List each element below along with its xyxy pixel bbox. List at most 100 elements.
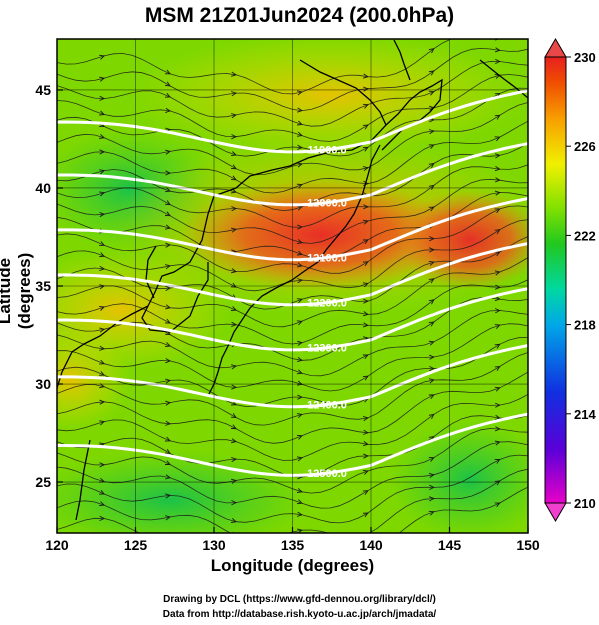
streamline-arrow bbox=[99, 462, 106, 468]
streamline-arrow bbox=[428, 260, 435, 266]
streamline-arrow bbox=[428, 413, 435, 420]
colorbar-tick-label: 226 bbox=[574, 139, 596, 154]
coast-asia-north bbox=[141, 59, 387, 333]
streamline-arrow bbox=[165, 449, 171, 454]
streamline-arrow bbox=[362, 322, 369, 328]
streamline-arrow bbox=[363, 298, 369, 304]
streamline-arrow bbox=[296, 499, 303, 505]
streamline-arrow bbox=[231, 113, 238, 119]
streamline-arrow bbox=[362, 124, 369, 130]
streamline-arrow bbox=[362, 219, 369, 225]
streamline-arrow bbox=[362, 470, 369, 475]
streamline-arrow bbox=[362, 311, 369, 317]
streamline-arrow bbox=[495, 58, 501, 65]
coast-ryukyu bbox=[207, 345, 229, 397]
streamline-arrow bbox=[296, 356, 303, 363]
coast-china-east bbox=[57, 305, 149, 389]
hot-core-west bbox=[180, 180, 460, 290]
credit-drawing: Drawing by DCL (https://www.gfd-dennou.o… bbox=[163, 594, 436, 605]
streamline-arrow bbox=[362, 146, 369, 152]
streamline-arrow bbox=[296, 250, 303, 256]
streamline-arrow bbox=[296, 162, 303, 168]
streamline-arrow bbox=[230, 268, 238, 274]
streamline-arrow bbox=[362, 441, 369, 447]
streamline-arrow bbox=[297, 278, 303, 284]
streamline-arrow bbox=[296, 183, 303, 189]
streamline-arrow bbox=[231, 321, 238, 328]
y-tick-label: 40 bbox=[35, 180, 51, 196]
streamline-arrow bbox=[494, 47, 501, 53]
streamline-arrow bbox=[494, 480, 501, 486]
streamline-arrow bbox=[165, 460, 171, 465]
streamline-arrow bbox=[296, 120, 303, 126]
streamline-arrow bbox=[494, 502, 501, 508]
streamline-arrow bbox=[165, 358, 172, 364]
streamline-arrow bbox=[494, 229, 501, 235]
streamline-arrow bbox=[165, 264, 172, 270]
streamline-arrow bbox=[362, 512, 369, 518]
streamline-arrow bbox=[230, 306, 237, 311]
coast-korea-west bbox=[145, 245, 157, 299]
streamline-arrow bbox=[99, 133, 106, 139]
streamline-arrow bbox=[165, 81, 171, 87]
streamline-arrow bbox=[230, 175, 237, 181]
streamline-arrow bbox=[428, 70, 435, 76]
streamline-arrow bbox=[428, 299, 435, 305]
streamline-arrow bbox=[165, 400, 172, 406]
streamline-arrow bbox=[494, 414, 501, 420]
streamline-arrow bbox=[494, 114, 501, 120]
streamline-arrow bbox=[428, 162, 435, 169]
streamline-arrow bbox=[429, 354, 435, 360]
streamline-arrow bbox=[99, 110, 106, 116]
map-plot-area: 11900.0 12000.0 12100.0 12200.0 12300.0 12400… bbox=[57, 39, 528, 533]
streamline-arrow bbox=[428, 48, 435, 54]
streamline-arrow bbox=[230, 424, 237, 430]
streamline-arrow bbox=[297, 107, 303, 113]
height-contour-label: 11900.0 bbox=[307, 145, 346, 157]
streamline-arrow bbox=[165, 187, 171, 193]
colorbar-tick-label: 210 bbox=[574, 496, 596, 511]
streamline-arrow bbox=[362, 239, 369, 245]
colorbar-tick-label: 214 bbox=[574, 407, 596, 422]
streamline-arrow bbox=[428, 144, 435, 149]
streamline-arrow bbox=[362, 261, 369, 267]
streamline-arrow bbox=[230, 164, 237, 170]
streamline-arrow bbox=[296, 90, 303, 96]
streamline-arrow bbox=[362, 73, 369, 79]
streamline-arrow bbox=[297, 511, 303, 517]
colorbar-max-arrow bbox=[544, 38, 567, 58]
streamline-arrow bbox=[99, 252, 106, 258]
streamline-arrow bbox=[428, 457, 435, 462]
streamline-arrow bbox=[296, 434, 303, 440]
streamline-arrow bbox=[362, 490, 369, 496]
streamline-arrow bbox=[494, 459, 501, 464]
streamline-arrow bbox=[165, 69, 171, 75]
streamline-arrow bbox=[296, 528, 303, 533]
streamline-arrow bbox=[99, 211, 106, 218]
hot-core-east bbox=[395, 190, 528, 290]
streamline-arrow bbox=[429, 247, 435, 253]
height-contour-label: 12400.0 bbox=[307, 400, 347, 412]
y-tick-label: 30 bbox=[35, 376, 51, 392]
height-contour-label: 12300.0 bbox=[307, 343, 347, 355]
streamline-arrow bbox=[362, 103, 369, 109]
cool-area-southeast bbox=[390, 420, 528, 533]
streamline-arrow bbox=[165, 149, 172, 155]
streamline-arrow bbox=[99, 515, 106, 522]
streamline-arrow bbox=[165, 493, 172, 499]
streamline-arrow bbox=[494, 270, 501, 276]
streamline-arrow bbox=[495, 402, 501, 408]
streamline-arrow bbox=[99, 191, 106, 197]
streamline-arrow bbox=[494, 208, 501, 214]
streamline-arrow bbox=[231, 71, 238, 77]
streamline-arrow bbox=[494, 308, 501, 314]
streamline-arrow bbox=[165, 304, 171, 310]
streamline-arrow bbox=[362, 375, 369, 381]
streamline-arrow bbox=[428, 90, 435, 96]
streamline-arrow bbox=[428, 184, 435, 191]
streamline-arrow bbox=[428, 378, 435, 384]
streamline-arrow bbox=[165, 200, 171, 206]
streamline-arrow bbox=[296, 413, 303, 419]
cool-area-south bbox=[57, 450, 310, 533]
